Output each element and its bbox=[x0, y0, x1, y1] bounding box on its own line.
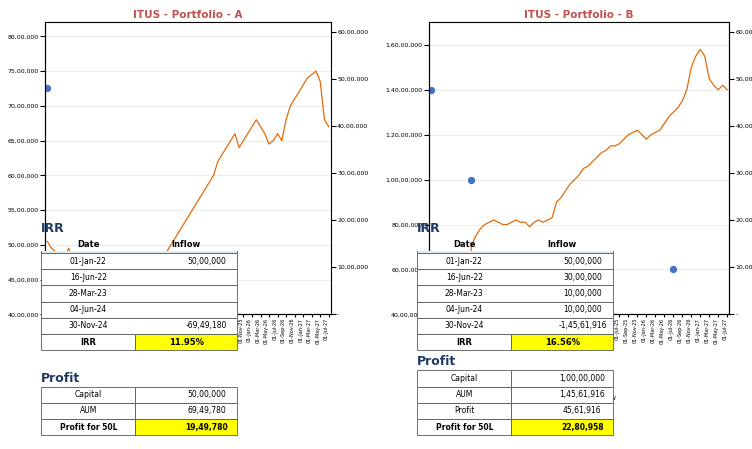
Text: 16-Jun-22: 16-Jun-22 bbox=[70, 273, 107, 282]
Text: Inflow: Inflow bbox=[171, 240, 201, 250]
FancyBboxPatch shape bbox=[417, 387, 511, 403]
Text: Profit: Profit bbox=[417, 356, 456, 368]
Text: AUM: AUM bbox=[456, 390, 473, 399]
Text: 19,49,780: 19,49,780 bbox=[185, 423, 228, 431]
Text: Capital: Capital bbox=[74, 390, 102, 399]
Text: 45,61,916: 45,61,916 bbox=[563, 406, 602, 415]
Text: Profit for 50L: Profit for 50L bbox=[435, 423, 493, 431]
FancyBboxPatch shape bbox=[417, 419, 511, 435]
Text: Date: Date bbox=[77, 240, 99, 250]
FancyBboxPatch shape bbox=[417, 269, 613, 286]
FancyBboxPatch shape bbox=[41, 253, 237, 269]
Text: Profit: Profit bbox=[41, 372, 80, 385]
Text: IRR: IRR bbox=[80, 338, 96, 347]
Text: 10,00,000: 10,00,000 bbox=[563, 289, 602, 298]
Text: Date: Date bbox=[453, 240, 475, 250]
FancyBboxPatch shape bbox=[511, 370, 613, 387]
Text: IRR: IRR bbox=[417, 222, 441, 235]
FancyBboxPatch shape bbox=[135, 403, 237, 419]
Text: Profit: Profit bbox=[454, 406, 475, 415]
FancyBboxPatch shape bbox=[417, 302, 613, 318]
Text: -1,45,61,916: -1,45,61,916 bbox=[558, 321, 607, 330]
FancyBboxPatch shape bbox=[417, 237, 613, 253]
FancyBboxPatch shape bbox=[41, 286, 237, 302]
Legend: AUM, Inflow: AUM, Inflow bbox=[148, 393, 228, 404]
Text: 30-Nov-24: 30-Nov-24 bbox=[444, 321, 484, 330]
Legend: AUM, Inflow: AUM, Inflow bbox=[539, 393, 619, 404]
FancyBboxPatch shape bbox=[41, 387, 135, 403]
Text: 16.56%: 16.56% bbox=[544, 338, 580, 347]
FancyBboxPatch shape bbox=[135, 419, 237, 435]
Text: 28-Mar-23: 28-Mar-23 bbox=[69, 289, 108, 298]
Text: 30,00,000: 30,00,000 bbox=[563, 273, 602, 282]
Title: ITUS - Portfolio - A: ITUS - Portfolio - A bbox=[133, 10, 243, 20]
Text: 50,00,000: 50,00,000 bbox=[187, 257, 226, 266]
Text: 01-Jan-22: 01-Jan-22 bbox=[70, 257, 107, 266]
FancyBboxPatch shape bbox=[417, 318, 613, 334]
FancyBboxPatch shape bbox=[417, 403, 511, 419]
FancyBboxPatch shape bbox=[41, 269, 237, 286]
FancyBboxPatch shape bbox=[135, 334, 237, 350]
FancyBboxPatch shape bbox=[135, 387, 237, 403]
Point bbox=[465, 176, 478, 183]
FancyBboxPatch shape bbox=[41, 318, 237, 334]
Point bbox=[667, 266, 679, 273]
Text: 11.95%: 11.95% bbox=[168, 338, 204, 347]
Text: 28-Mar-23: 28-Mar-23 bbox=[445, 289, 484, 298]
Point bbox=[41, 85, 53, 92]
Text: 69,49,780: 69,49,780 bbox=[187, 406, 226, 415]
Text: Inflow: Inflow bbox=[547, 240, 577, 250]
Text: 04-Jun-24: 04-Jun-24 bbox=[70, 305, 107, 314]
FancyBboxPatch shape bbox=[41, 403, 135, 419]
FancyBboxPatch shape bbox=[41, 302, 237, 318]
Text: Capital: Capital bbox=[450, 374, 478, 383]
Text: 30-Nov-24: 30-Nov-24 bbox=[68, 321, 108, 330]
Text: AUM: AUM bbox=[80, 406, 97, 415]
FancyBboxPatch shape bbox=[417, 253, 613, 269]
Text: 01-Jan-22: 01-Jan-22 bbox=[446, 257, 483, 266]
Text: 16-Jun-22: 16-Jun-22 bbox=[446, 273, 483, 282]
Text: -69,49,180: -69,49,180 bbox=[186, 321, 227, 330]
Title: ITUS - Portfolio - B: ITUS - Portfolio - B bbox=[524, 10, 634, 20]
Point bbox=[550, 266, 562, 273]
FancyBboxPatch shape bbox=[511, 419, 613, 435]
FancyBboxPatch shape bbox=[511, 403, 613, 419]
FancyBboxPatch shape bbox=[511, 334, 613, 350]
FancyBboxPatch shape bbox=[417, 286, 613, 302]
FancyBboxPatch shape bbox=[41, 237, 237, 253]
FancyBboxPatch shape bbox=[511, 387, 613, 403]
FancyBboxPatch shape bbox=[417, 334, 511, 350]
Text: 50,00,000: 50,00,000 bbox=[187, 390, 226, 399]
Text: 10,00,000: 10,00,000 bbox=[563, 305, 602, 314]
Text: 1,00,00,000: 1,00,00,000 bbox=[559, 374, 605, 383]
Text: IRR: IRR bbox=[41, 222, 65, 235]
FancyBboxPatch shape bbox=[41, 419, 135, 435]
FancyBboxPatch shape bbox=[417, 370, 511, 387]
FancyBboxPatch shape bbox=[41, 334, 135, 350]
Point bbox=[425, 86, 437, 93]
Text: 22,80,958: 22,80,958 bbox=[561, 423, 604, 431]
Text: IRR: IRR bbox=[456, 338, 472, 347]
Text: Profit for 50L: Profit for 50L bbox=[59, 423, 117, 431]
Text: 1,45,61,916: 1,45,61,916 bbox=[559, 390, 605, 399]
Text: 50,00,000: 50,00,000 bbox=[563, 257, 602, 266]
Text: 04-Jun-24: 04-Jun-24 bbox=[446, 305, 483, 314]
